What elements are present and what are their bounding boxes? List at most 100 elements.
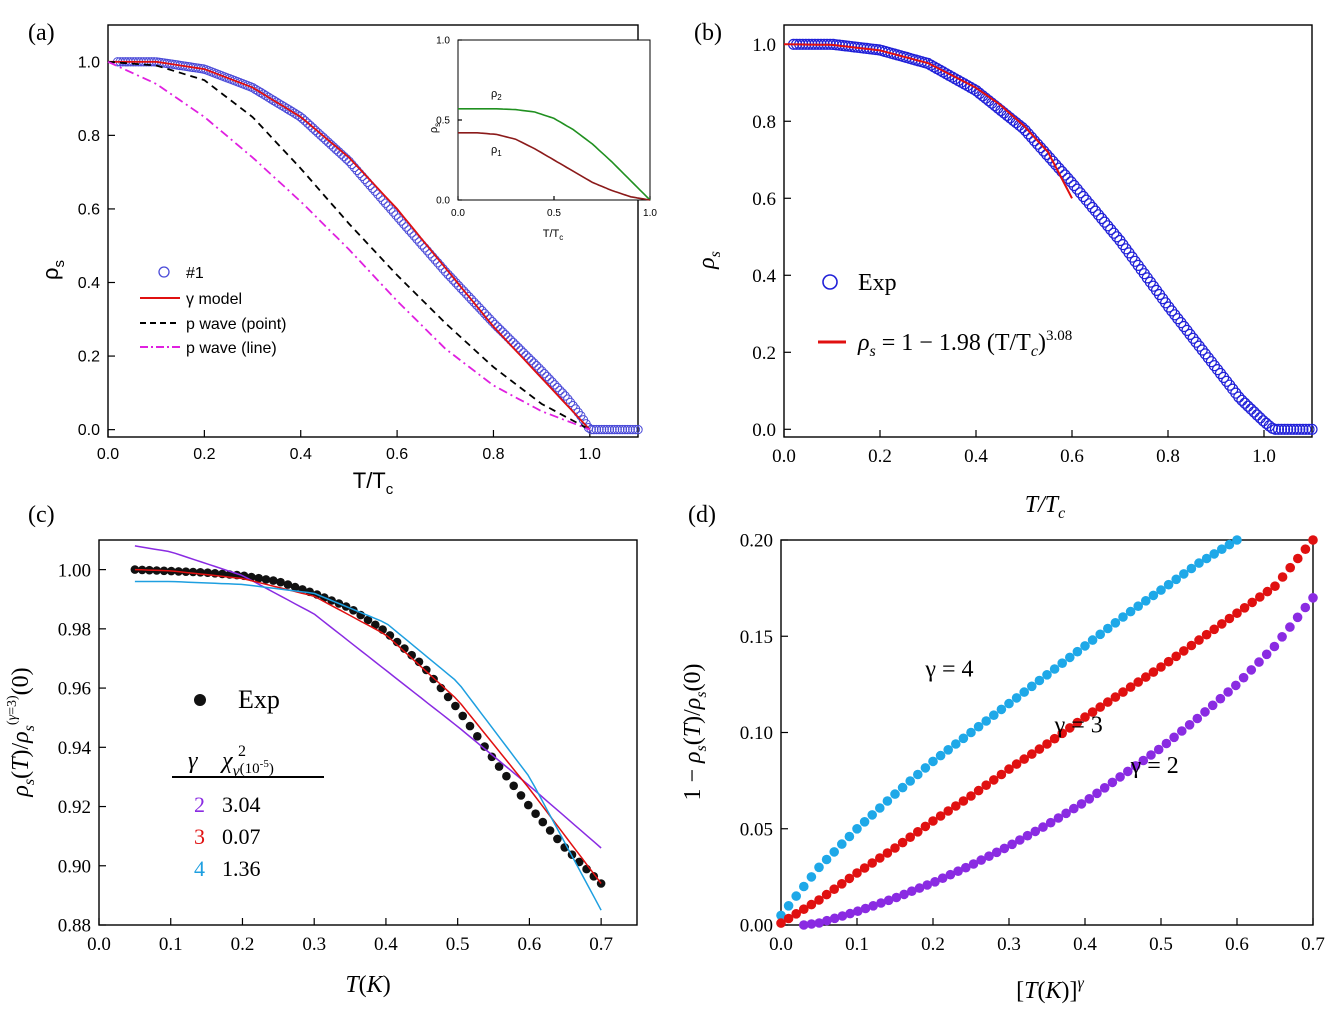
data-point-g4	[1072, 646, 1083, 657]
legend-marker-exp	[158, 266, 170, 278]
panel-a-inset: 0.0 0.5 1.0 0.0 0.5 1.0 T/Tc ρs ρ2 ρ1	[428, 36, 657, 243]
data-point-exp	[568, 401, 578, 411]
x-tick-label: 0.4	[290, 446, 312, 463]
data-point-exp	[1092, 209, 1105, 221]
data-point-exp	[188, 567, 198, 577]
data-point-g2	[1069, 803, 1079, 814]
panel-c-frame	[98, 539, 638, 926]
data-point-g2	[984, 851, 994, 861]
data-point-g4	[1095, 629, 1105, 640]
data-point-g3	[1201, 629, 1212, 640]
data-point-g4	[1217, 544, 1227, 554]
y-tick-label: 0.6	[752, 189, 776, 210]
data-point-exp	[308, 123, 318, 133]
data-point-exp	[1248, 406, 1260, 418]
table-chi: 3.04	[222, 792, 261, 817]
data-point-exp	[1047, 155, 1059, 167]
data-point-g3	[1042, 739, 1052, 749]
data-point-g4	[905, 776, 915, 786]
data-point-g4	[1027, 681, 1037, 692]
data-point-exp	[542, 371, 552, 382]
data-point-g4	[844, 831, 855, 842]
data-point-g4	[943, 745, 953, 755]
data-point-exp	[529, 358, 539, 368]
data-point-g3	[1080, 712, 1090, 722]
legend-label-exp: Exp	[238, 685, 280, 714]
data-point-g3	[913, 827, 923, 837]
data-point-g4	[966, 727, 976, 738]
data-point-exp	[1095, 212, 1108, 225]
data-point-exp	[1016, 121, 1028, 134]
data-point-g4	[1080, 641, 1090, 651]
data-point-exp	[1089, 205, 1102, 217]
data-point-exp	[271, 97, 281, 107]
data-point-exp	[1285, 423, 1297, 435]
data-point-g4	[859, 817, 870, 827]
data-point-g3	[799, 904, 809, 914]
data-point-exp	[388, 207, 399, 217]
data-point-g3	[814, 895, 824, 905]
data-point-g2	[1130, 761, 1141, 771]
data-point-exp	[1080, 194, 1092, 206]
data-point-g3	[882, 848, 893, 858]
data-point-g3	[1270, 581, 1280, 591]
data-point-g3	[1224, 613, 1235, 624]
data-point-exp	[1184, 328, 1196, 340]
data-point-g3	[837, 879, 847, 889]
data-point-g3	[1255, 592, 1265, 602]
data-point-exp	[534, 363, 544, 373]
data-point-exp	[1214, 367, 1227, 380]
data-point-exp	[373, 189, 383, 199]
data-point-g2	[1015, 835, 1025, 845]
table-header-gamma: γ	[188, 748, 198, 774]
data-point-g2	[853, 906, 863, 916]
data-point-exp	[282, 103, 292, 114]
data-point-g2	[1107, 777, 1118, 788]
x-tick-label: 0.6	[1060, 446, 1084, 467]
data-point-g2	[937, 873, 948, 883]
data-point-exp	[622, 424, 633, 435]
data-point-g3	[1057, 728, 1067, 739]
data-point-exp	[1050, 159, 1062, 171]
x-tick-label: 0.0	[772, 446, 796, 467]
data-point-g2	[1076, 799, 1087, 809]
y-tick-label: 0.05	[740, 819, 773, 840]
x-tick-label: 0.1	[159, 934, 183, 955]
data-point-g2	[1200, 707, 1210, 717]
data-point-exp	[620, 424, 630, 435]
data-point-g4	[951, 739, 961, 749]
data-point-g4	[989, 710, 999, 720]
data-point-g3	[1110, 692, 1121, 702]
data-point-g2	[845, 908, 855, 919]
data-point-g3	[1141, 672, 1151, 682]
data-point-g2	[868, 901, 878, 911]
data-point-exp	[289, 108, 300, 118]
data-point-exp	[300, 116, 310, 126]
x-tick-label: 0.6	[518, 934, 542, 955]
y-tick-label: 1.0	[436, 36, 450, 47]
data-point-exp	[326, 140, 336, 150]
data-point-g4	[935, 750, 946, 761]
data-point-g4	[791, 891, 801, 901]
data-point-exp	[371, 620, 380, 630]
data-point-g2	[976, 855, 986, 865]
data-point-g3	[1133, 677, 1143, 687]
data-point-exp	[552, 382, 562, 393]
data-point-g3	[1285, 562, 1295, 573]
fit-line-g3	[134, 568, 602, 884]
data-point-exp	[500, 330, 510, 340]
data-point-exp	[1022, 128, 1035, 140]
inset-line-rho1	[458, 132, 651, 201]
data-point-exp	[1108, 227, 1120, 239]
data-point-g3	[1171, 651, 1181, 662]
data-point-g3	[935, 811, 946, 821]
data-point-g3	[821, 889, 832, 900]
data-point-g2	[899, 889, 909, 900]
table-chi: 1.36	[222, 856, 261, 881]
data-point-g2	[1007, 839, 1017, 850]
data-point-exp	[560, 391, 570, 401]
data-point-exp	[261, 575, 271, 584]
data-point-g2	[1146, 750, 1156, 760]
data-point-g4	[1065, 652, 1075, 663]
y-tick-label: 0.92	[58, 797, 91, 818]
